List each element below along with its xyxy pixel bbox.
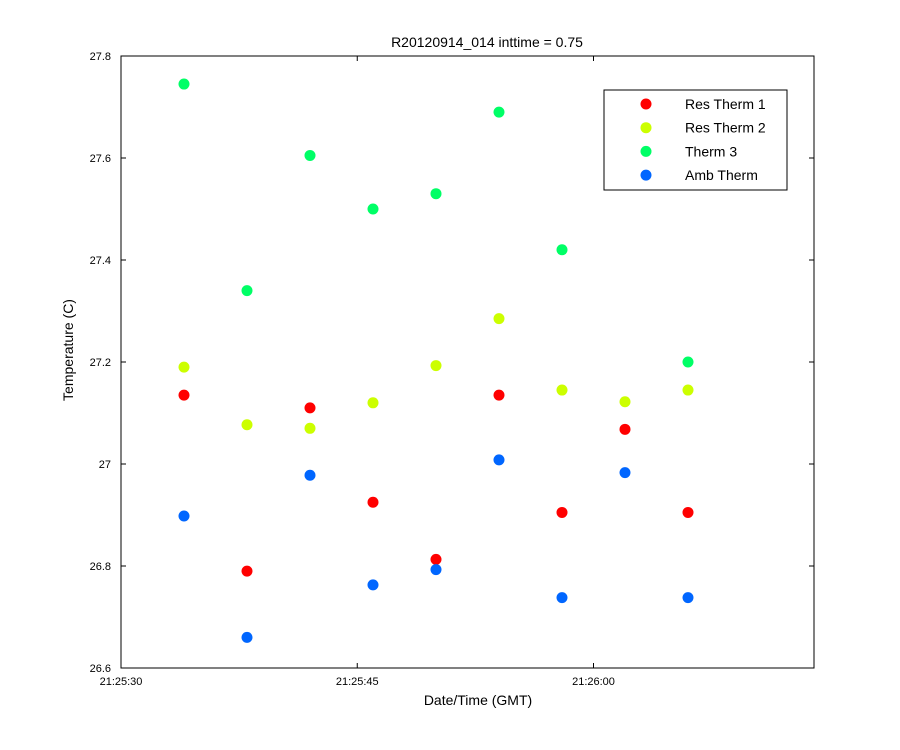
y-tick-label: 27.4 [90,255,111,267]
y-tick-label: 27.8 [90,51,111,63]
data-point-series-2 [241,419,253,431]
data-point-series-4 [556,592,568,604]
legend-marker [640,145,652,157]
data-point-series-4 [304,469,316,481]
data-point-series-3 [430,188,442,200]
legend-marker [640,98,652,110]
data-point-series-1 [493,389,505,401]
legend-label: Res Therm 2 [685,120,766,136]
y-tick-label: 27.2 [90,357,111,369]
data-point-series-1 [367,496,379,508]
data-point-series-1 [304,402,316,414]
data-point-series-4 [241,631,253,643]
data-point-series-4 [430,564,442,576]
data-point-series-2 [493,313,505,325]
legend-marker [640,169,652,181]
y-axis-label: Temperature (C) [60,299,76,401]
data-point-series-2 [682,384,694,396]
data-point-series-4 [178,510,190,522]
data-point-series-4 [619,467,631,479]
legend-marker [640,122,652,134]
chart-title: R20120914_014 inttime = 0.75 [391,34,583,50]
data-point-series-2 [304,422,316,434]
data-point-series-3 [178,78,190,90]
data-point-series-4 [682,592,694,604]
data-point-series-2 [178,361,190,373]
x-axis-label: Date/Time (GMT) [424,692,532,708]
y-tick-label: 26.8 [90,561,111,573]
data-point-series-1 [430,553,442,565]
data-point-series-3 [556,244,568,256]
data-point-series-2 [430,360,442,372]
data-point-series-3 [367,203,379,215]
data-point-series-3 [241,285,253,297]
data-point-series-3 [682,356,694,368]
data-point-series-1 [619,423,631,435]
data-point-series-1 [682,506,694,518]
legend-label: Res Therm 1 [685,96,766,112]
y-tick-label: 27 [99,459,111,471]
data-point-series-1 [556,506,568,518]
y-tick-label: 26.6 [90,663,111,675]
data-point-series-3 [304,149,316,161]
data-point-series-4 [493,454,505,466]
legend-label: Amb Therm [685,167,758,183]
data-point-series-2 [367,397,379,409]
y-tick-label: 27.6 [90,153,111,165]
data-point-series-1 [241,565,253,577]
data-point-series-1 [178,389,190,401]
x-tick-label: 21:25:30 [100,676,143,688]
x-tick-label: 21:26:00 [572,676,615,688]
legend-label: Therm 3 [685,143,737,159]
data-point-series-4 [367,579,379,591]
data-point-series-2 [556,384,568,396]
data-point-series-3 [493,106,505,118]
x-tick-label: 21:25:45 [336,676,379,688]
legend-box [603,89,788,191]
legend: Res Therm 1 Res Therm 2 Therm 3 Amb Therm [603,89,788,191]
data-point-series-2 [619,396,631,408]
